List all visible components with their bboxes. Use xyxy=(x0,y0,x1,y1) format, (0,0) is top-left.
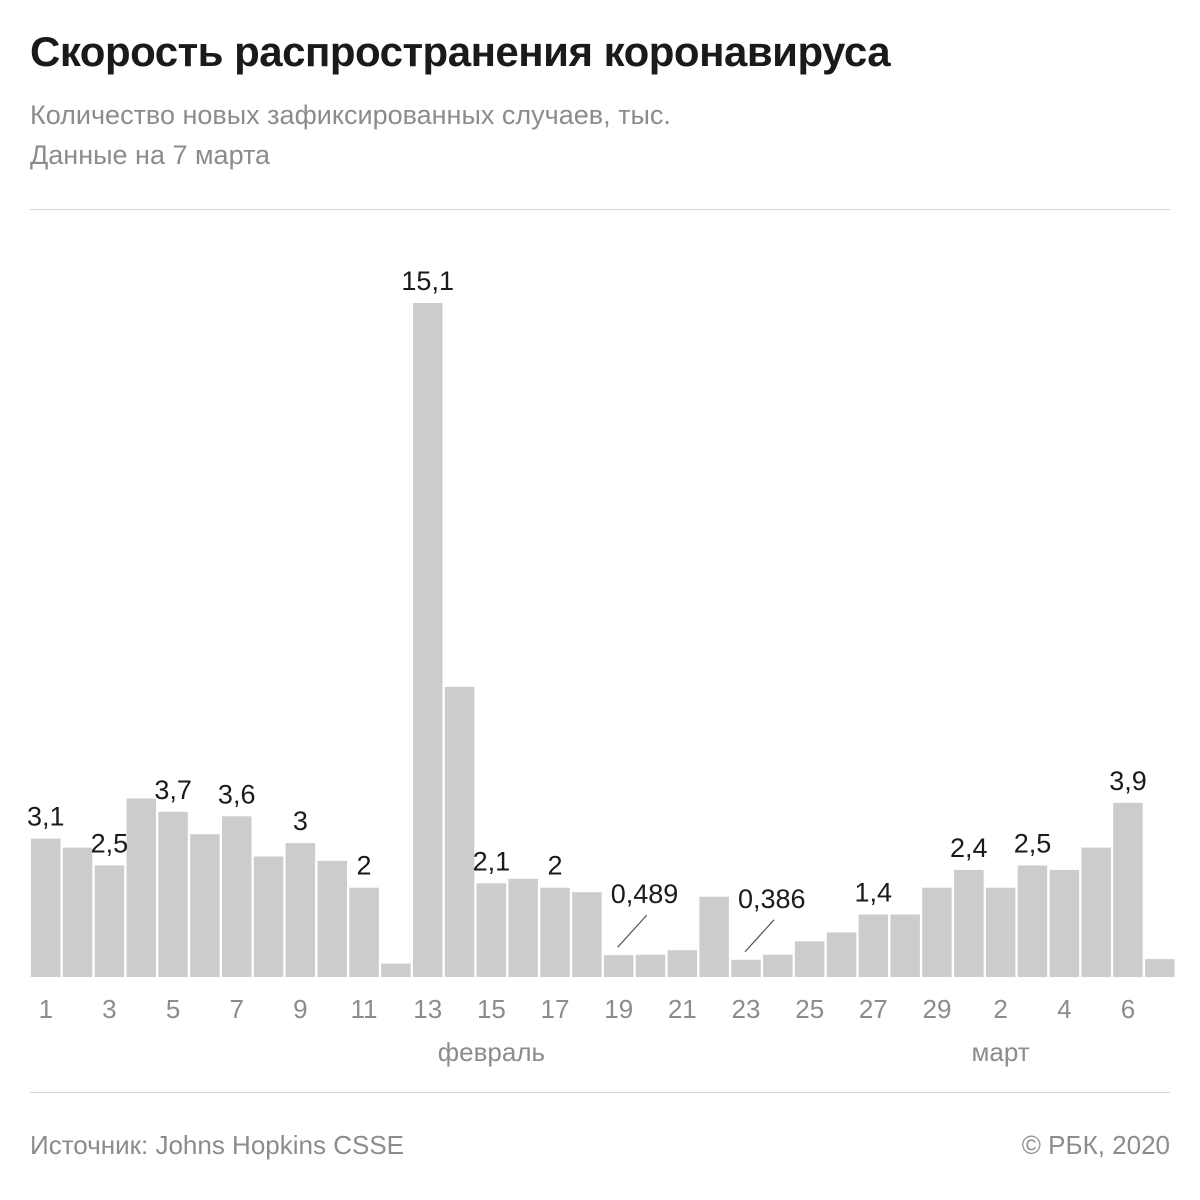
bar-chart: 3,1 2,5 3,7 3,6 3 2 15,1 2,1 2 0,489 0,386 1,4 2,4 2,… xyxy=(27,266,1175,1067)
x-tick-label: 5 xyxy=(166,994,180,1024)
data-label: 0,386 xyxy=(738,884,806,914)
x-tick-label: 19 xyxy=(604,994,633,1024)
data-label: 3,1 xyxy=(27,802,65,832)
bar xyxy=(954,869,984,977)
x-tick-label: 17 xyxy=(541,994,570,1024)
bar xyxy=(699,896,729,977)
x-tick-label: 15 xyxy=(477,994,506,1024)
bar xyxy=(603,955,634,977)
bar xyxy=(190,834,220,977)
bar xyxy=(62,847,93,977)
x-tick-label: 27 xyxy=(859,994,888,1024)
bar xyxy=(126,798,156,977)
bar xyxy=(985,887,1016,977)
data-label: 3 xyxy=(293,806,308,836)
top-divider xyxy=(30,209,1170,210)
bar xyxy=(444,686,475,977)
data-label: 15,1 xyxy=(401,266,454,296)
bar xyxy=(476,883,507,977)
x-tick-label: 4 xyxy=(1057,994,1071,1024)
data-label: 2,5 xyxy=(91,828,129,858)
x-tick-label: 11 xyxy=(351,994,378,1024)
x-tick-label: 6 xyxy=(1121,994,1135,1024)
bar xyxy=(158,811,188,977)
x-tick-label: 7 xyxy=(229,994,243,1024)
data-label: 3,7 xyxy=(154,775,192,805)
bar xyxy=(1081,847,1111,977)
data-label: 2 xyxy=(356,851,371,881)
month-label: февраль xyxy=(438,1037,545,1067)
bar xyxy=(31,838,61,977)
bar xyxy=(1145,959,1175,977)
data-label: 1,4 xyxy=(855,878,893,908)
bar xyxy=(794,941,825,977)
x-tick-label: 25 xyxy=(795,994,824,1024)
data-label: 2,4 xyxy=(950,833,988,863)
bar xyxy=(285,843,316,977)
month-label: март xyxy=(972,1037,1030,1067)
x-tick-label: 3 xyxy=(102,994,116,1024)
x-tick-label: 2 xyxy=(993,994,1007,1024)
data-label: 2 xyxy=(547,851,562,881)
chart-subtitle: Количество новых зафиксированных случаев… xyxy=(30,100,671,130)
copyright-note: © РБК, 2020 xyxy=(1021,1130,1170,1160)
bar xyxy=(1049,869,1080,977)
bar xyxy=(253,856,284,977)
bar xyxy=(763,954,793,977)
bar xyxy=(317,860,347,977)
bar xyxy=(1113,802,1143,977)
bar xyxy=(922,887,952,977)
bar xyxy=(540,887,570,977)
data-label: 3,9 xyxy=(1109,766,1147,796)
bar xyxy=(667,950,698,977)
data-date-note: Данные на 7 марта xyxy=(30,140,271,170)
x-tick-label: 23 xyxy=(732,994,761,1024)
data-label: 3,6 xyxy=(218,779,256,809)
bar xyxy=(635,954,666,977)
bar xyxy=(222,816,252,977)
bottom-divider xyxy=(30,1092,1170,1093)
source-note: Источник: Johns Hopkins CSSE xyxy=(30,1130,405,1160)
leader-line xyxy=(744,919,775,953)
x-tick-label: 9 xyxy=(293,994,307,1024)
x-tick-label: 29 xyxy=(923,994,952,1024)
bar xyxy=(381,963,411,977)
data-label: 2,1 xyxy=(473,846,511,876)
data-label: 2,5 xyxy=(1014,828,1052,858)
bar xyxy=(508,878,538,977)
bar xyxy=(572,892,602,977)
x-tick-label: 1 xyxy=(39,994,53,1024)
bar xyxy=(858,914,889,977)
chart-title: Скорость распространения коронавируса xyxy=(30,28,891,75)
bar xyxy=(349,887,379,977)
bar xyxy=(890,914,920,977)
leader-line xyxy=(617,914,648,948)
bar xyxy=(413,303,443,977)
bar xyxy=(731,959,761,977)
data-label: 0,489 xyxy=(611,879,679,909)
x-tick-label: 13 xyxy=(413,994,442,1024)
bar xyxy=(826,932,857,977)
x-tick-label: 21 xyxy=(668,994,697,1024)
bar xyxy=(94,865,125,977)
bar xyxy=(1017,865,1048,977)
